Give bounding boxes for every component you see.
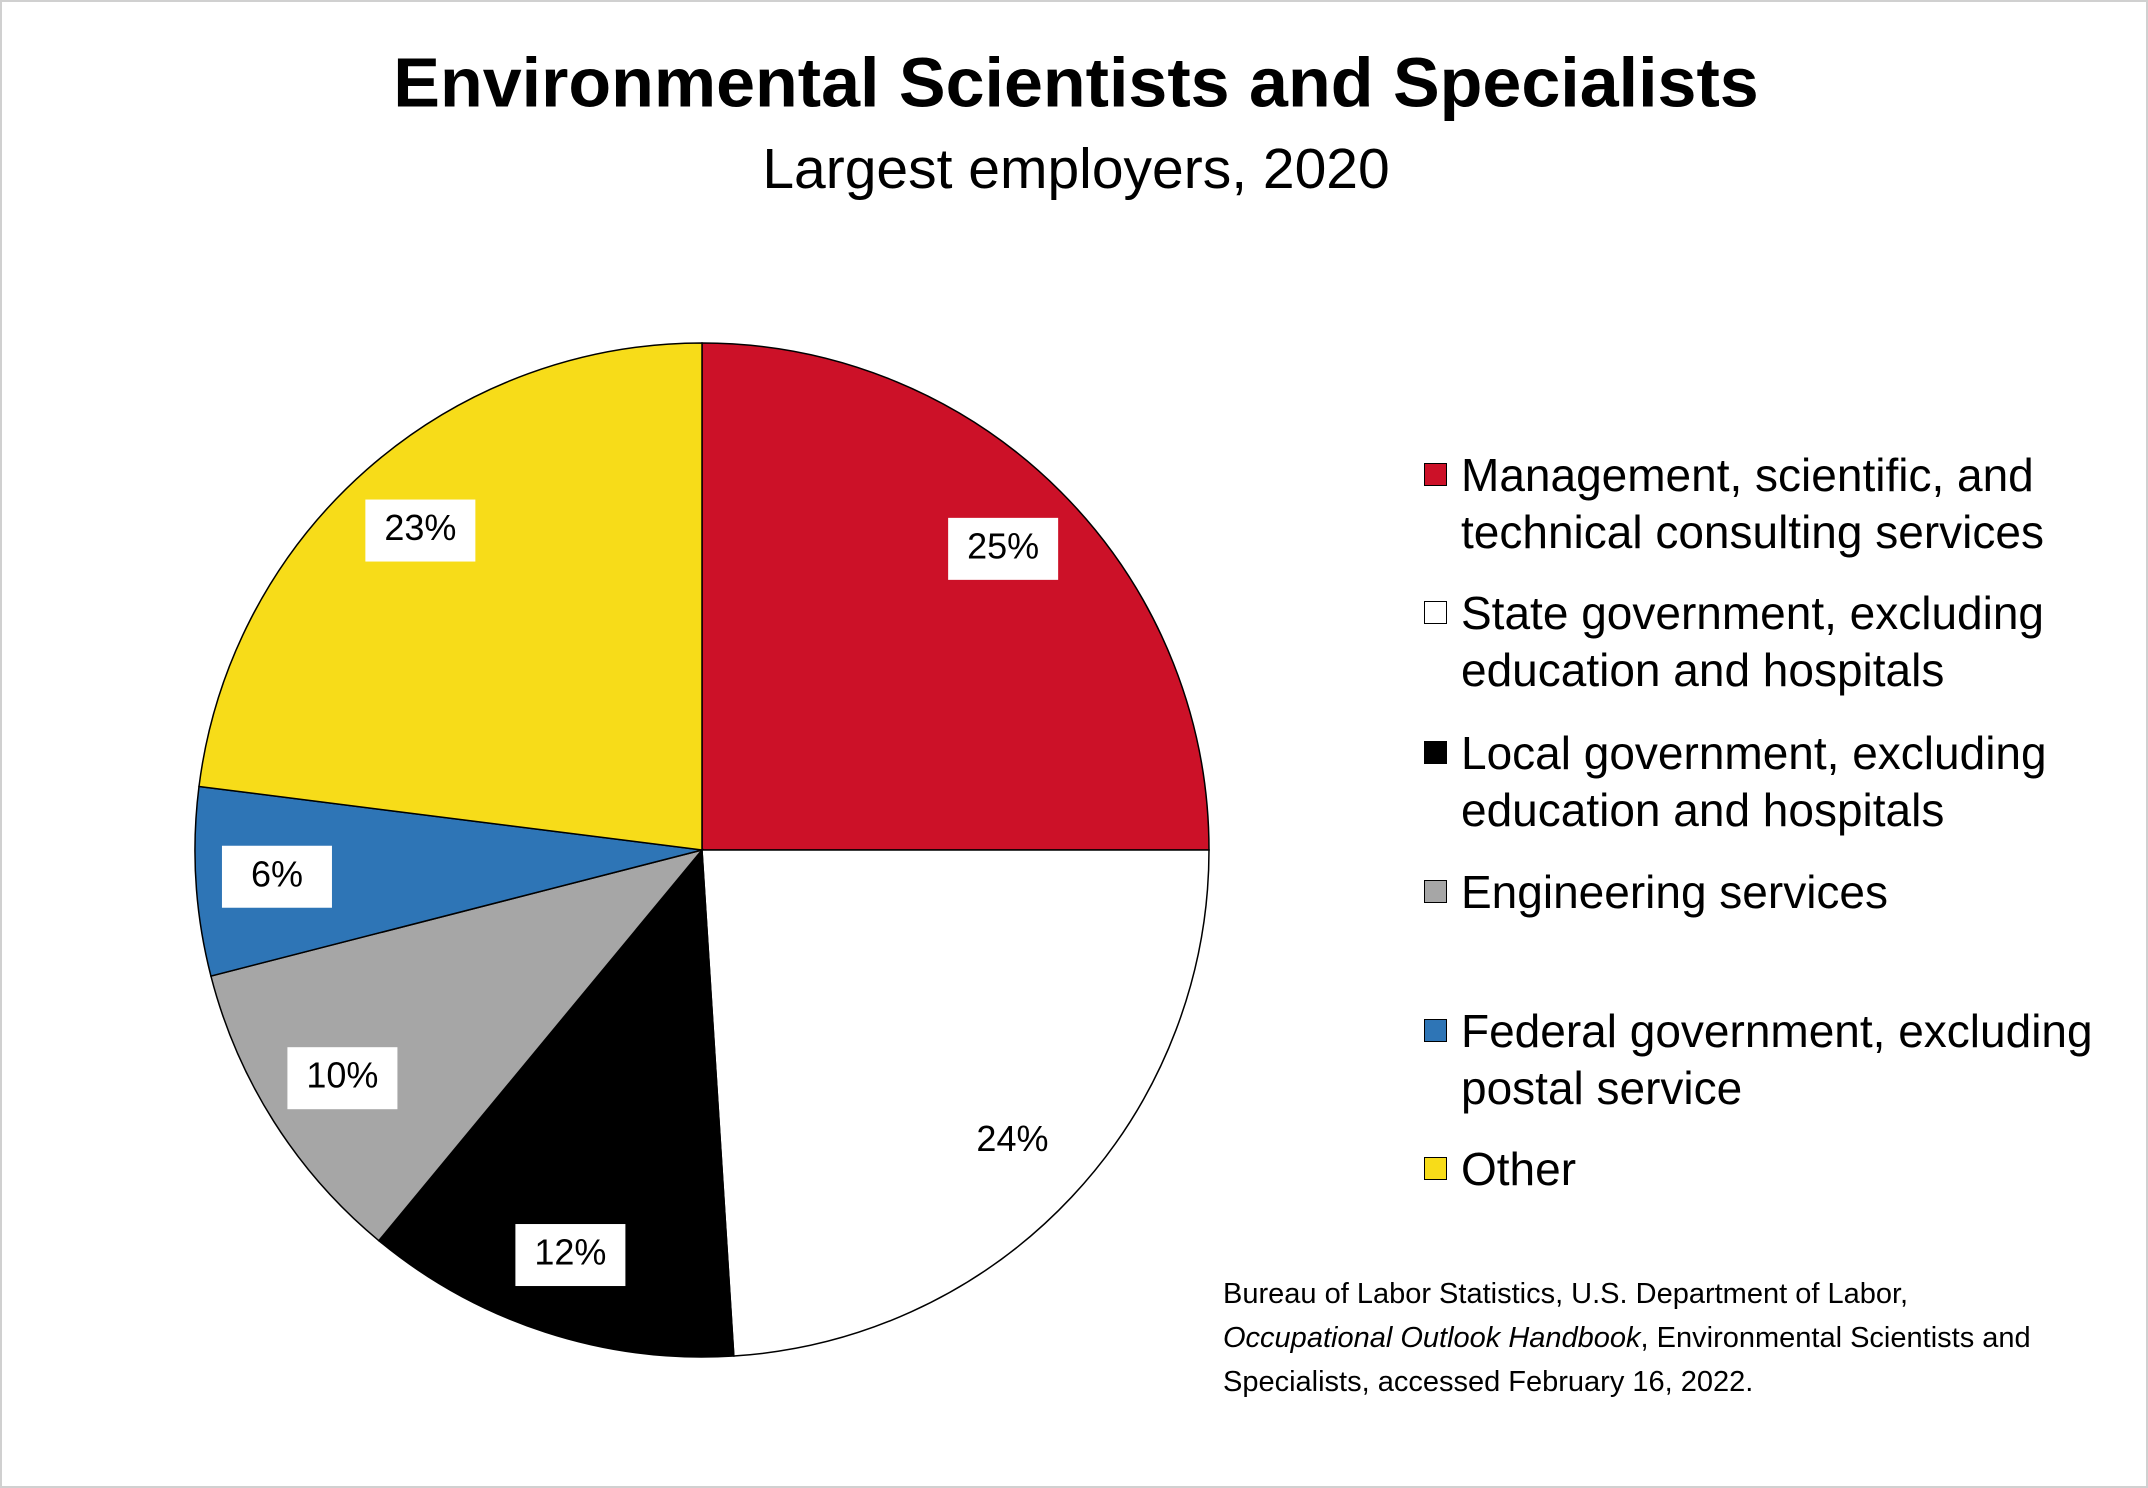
legend-label: Engineering services: [1461, 866, 1889, 918]
pie-slice: [194, 785, 703, 977]
legend-label: Federal government, excluding postal ser…: [1461, 1005, 2093, 1114]
label-box: [957, 1110, 1068, 1173]
legend-swatch: [1424, 741, 1447, 764]
legend-label: Local government, excluding education an…: [1461, 727, 2047, 836]
pie-slice: [701, 849, 1210, 1357]
pie-slice: [377, 848, 735, 1358]
label-box: [365, 499, 476, 562]
legend-swatch: [1424, 1157, 1447, 1180]
label-box: [287, 1047, 398, 1110]
chart-subtitle: Largest employers, 2020: [762, 137, 1389, 201]
legend-swatch: [1424, 601, 1447, 624]
legend-label: Other: [1461, 1143, 1577, 1195]
data-label: 6%: [251, 853, 303, 894]
data-label: 10%: [306, 1055, 378, 1096]
legend-label: Management, scientific, and technical co…: [1461, 449, 2044, 558]
legend-entry: Engineering services: [1424, 864, 2124, 921]
source-text: , Environmental Scientists and Specialis…: [1223, 1322, 2031, 1398]
data-label: 23%: [384, 507, 456, 548]
legend-entry: Management, scientific, and technical co…: [1424, 447, 2124, 561]
label-box: [515, 1224, 626, 1287]
legend-entry: State government, excluding education an…: [1424, 585, 2124, 699]
pie-slice: [198, 342, 703, 851]
source-italic: Occupational Outlook Handbook: [1223, 1322, 1641, 1354]
label-box: [221, 845, 332, 908]
legend-swatch: [1424, 880, 1447, 903]
legend-entry: Local government, excluding education an…: [1424, 725, 2124, 839]
label-box: [948, 517, 1059, 580]
source-note: Bureau of Labor Statistics, U.S. Departm…: [1223, 1272, 2053, 1404]
data-label: 25%: [967, 525, 1039, 566]
data-label: 12%: [534, 1232, 606, 1273]
legend-label: State government, excluding education an…: [1461, 587, 2045, 696]
pie-slice: [210, 848, 705, 1242]
legend-entry: Federal government, excluding postal ser…: [1424, 1003, 2124, 1117]
legend-swatch: [1424, 1019, 1447, 1042]
data-label: 24%: [976, 1118, 1048, 1159]
legend-swatch: [1424, 463, 1447, 486]
source-text: Bureau of Labor Statistics, U.S. Departm…: [1223, 1278, 1909, 1310]
chart-title: Environmental Scientists and Specialists: [393, 43, 1758, 121]
legend-entry: Other: [1424, 1141, 2124, 1198]
pie-slice: [701, 342, 1210, 851]
